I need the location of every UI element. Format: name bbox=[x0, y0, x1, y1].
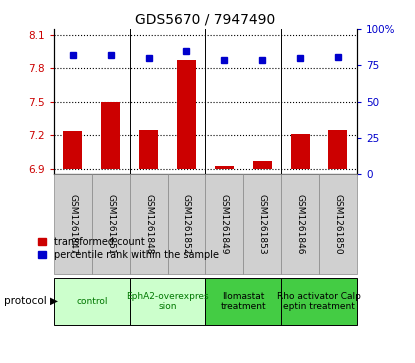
Bar bbox=[177, 60, 196, 169]
Text: protocol ▶: protocol ▶ bbox=[4, 296, 58, 306]
Legend: transformed count, percentile rank within the sample: transformed count, percentile rank withi… bbox=[38, 237, 219, 260]
Text: Rho activator Calp
eptin treatment: Rho activator Calp eptin treatment bbox=[277, 291, 361, 311]
Text: GSM1261848: GSM1261848 bbox=[144, 194, 153, 254]
Title: GDS5670 / 7947490: GDS5670 / 7947490 bbox=[135, 12, 276, 26]
Text: Ilomastat
treatment: Ilomastat treatment bbox=[220, 291, 266, 311]
Bar bbox=[329, 130, 347, 169]
Bar bbox=[215, 166, 234, 169]
Bar bbox=[101, 102, 120, 169]
Text: GSM1261852: GSM1261852 bbox=[182, 194, 191, 254]
Text: EphA2-overexpres
sion: EphA2-overexpres sion bbox=[126, 291, 209, 311]
Bar bbox=[139, 130, 158, 169]
Text: GSM1261847: GSM1261847 bbox=[68, 194, 77, 254]
Text: GSM1261851: GSM1261851 bbox=[106, 194, 115, 254]
Bar bbox=[290, 134, 310, 169]
Text: GSM1261849: GSM1261849 bbox=[220, 194, 229, 254]
Text: GSM1261853: GSM1261853 bbox=[258, 194, 267, 254]
Bar bbox=[253, 161, 272, 169]
Text: GSM1261850: GSM1261850 bbox=[334, 194, 342, 254]
Text: control: control bbox=[76, 297, 107, 306]
Bar bbox=[63, 131, 82, 169]
Text: GSM1261846: GSM1261846 bbox=[295, 194, 305, 254]
